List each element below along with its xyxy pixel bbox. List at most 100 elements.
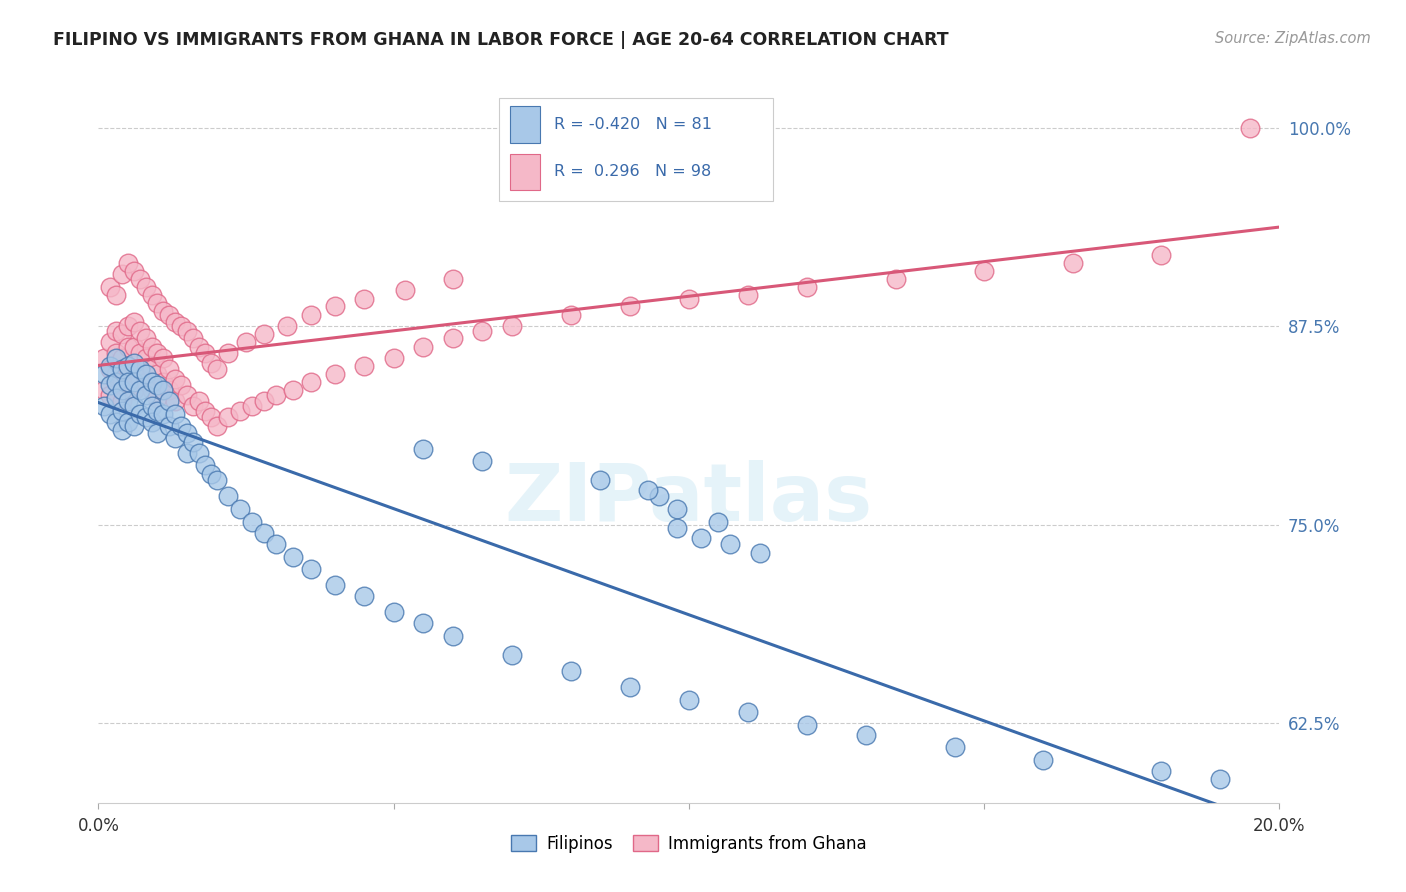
Point [229,403,252,417]
Point [187,394,209,409]
Point [98,359,121,373]
Point [93,367,115,381]
Point [441,272,464,286]
Point [718,537,741,551]
Point [560,664,582,678]
Point [157,383,180,397]
Point [105,375,128,389]
Text: R = -0.420   N = 81: R = -0.420 N = 81 [554,117,711,132]
Point [884,272,907,286]
Point [122,383,145,397]
Point [796,718,818,732]
Point [501,319,523,334]
Point [217,489,239,503]
Point [157,394,180,409]
Point [105,391,128,405]
Point [299,308,322,322]
Point [105,324,128,338]
Point [135,351,157,366]
Point [117,394,139,409]
Point [353,293,375,307]
Point [176,387,198,401]
Point [117,256,139,270]
Point [689,531,711,545]
Point [122,315,145,329]
Point [98,387,121,401]
Point [146,425,169,440]
Point [678,692,700,706]
Point [117,340,139,354]
Point [105,415,128,429]
Point [205,474,228,488]
Point [111,423,134,437]
Point [117,375,139,389]
Point [152,407,174,421]
Text: Source: ZipAtlas.com: Source: ZipAtlas.com [1215,31,1371,46]
Point [796,279,818,293]
Point [353,590,375,604]
Point [200,467,222,481]
Point [648,489,671,503]
Point [666,521,689,535]
Point [382,351,405,366]
Point [589,474,612,488]
Point [128,407,150,421]
Point [1209,772,1232,786]
Point [117,383,139,397]
Point [122,399,145,413]
Point [111,267,134,281]
Point [157,362,180,376]
Point [501,648,523,662]
Point [105,346,128,360]
Point [152,383,174,397]
Point [353,359,375,373]
Point [111,403,134,417]
Point [283,549,305,564]
Point [117,362,139,376]
Bar [510,153,540,190]
Point [943,740,966,755]
Point [111,362,134,376]
Legend: Filipinos, Immigrants from Ghana: Filipinos, Immigrants from Ghana [505,828,873,860]
Point [973,264,995,278]
Point [165,315,187,329]
Point [229,502,252,516]
Point [146,378,169,392]
Point [441,629,464,643]
Point [471,454,494,468]
Point [200,409,222,424]
Point [170,419,193,434]
Point [264,387,287,401]
Text: R =  0.296   N = 98: R = 0.296 N = 98 [554,164,711,179]
Point [737,706,759,720]
Point [98,335,121,350]
Point [98,378,121,392]
Point [412,340,434,354]
Point [122,362,145,376]
Point [122,264,145,278]
Point [98,362,121,376]
Text: ZIPatlas: ZIPatlas [505,460,873,539]
FancyBboxPatch shape [499,98,773,201]
Point [128,324,150,338]
Point [264,537,287,551]
Point [146,403,169,417]
Point [194,346,217,360]
Point [170,319,193,334]
Point [323,578,346,592]
Point [105,367,128,381]
Point [323,367,346,381]
Point [157,419,180,434]
Point [394,283,416,297]
Point [181,435,204,450]
Point [637,483,659,497]
Point [1150,248,1173,262]
Point [666,502,689,516]
Point [165,394,187,409]
Point [200,356,222,370]
Point [283,383,305,397]
Point [1032,753,1054,767]
Point [146,391,169,405]
Point [128,362,150,376]
Point [299,375,322,389]
